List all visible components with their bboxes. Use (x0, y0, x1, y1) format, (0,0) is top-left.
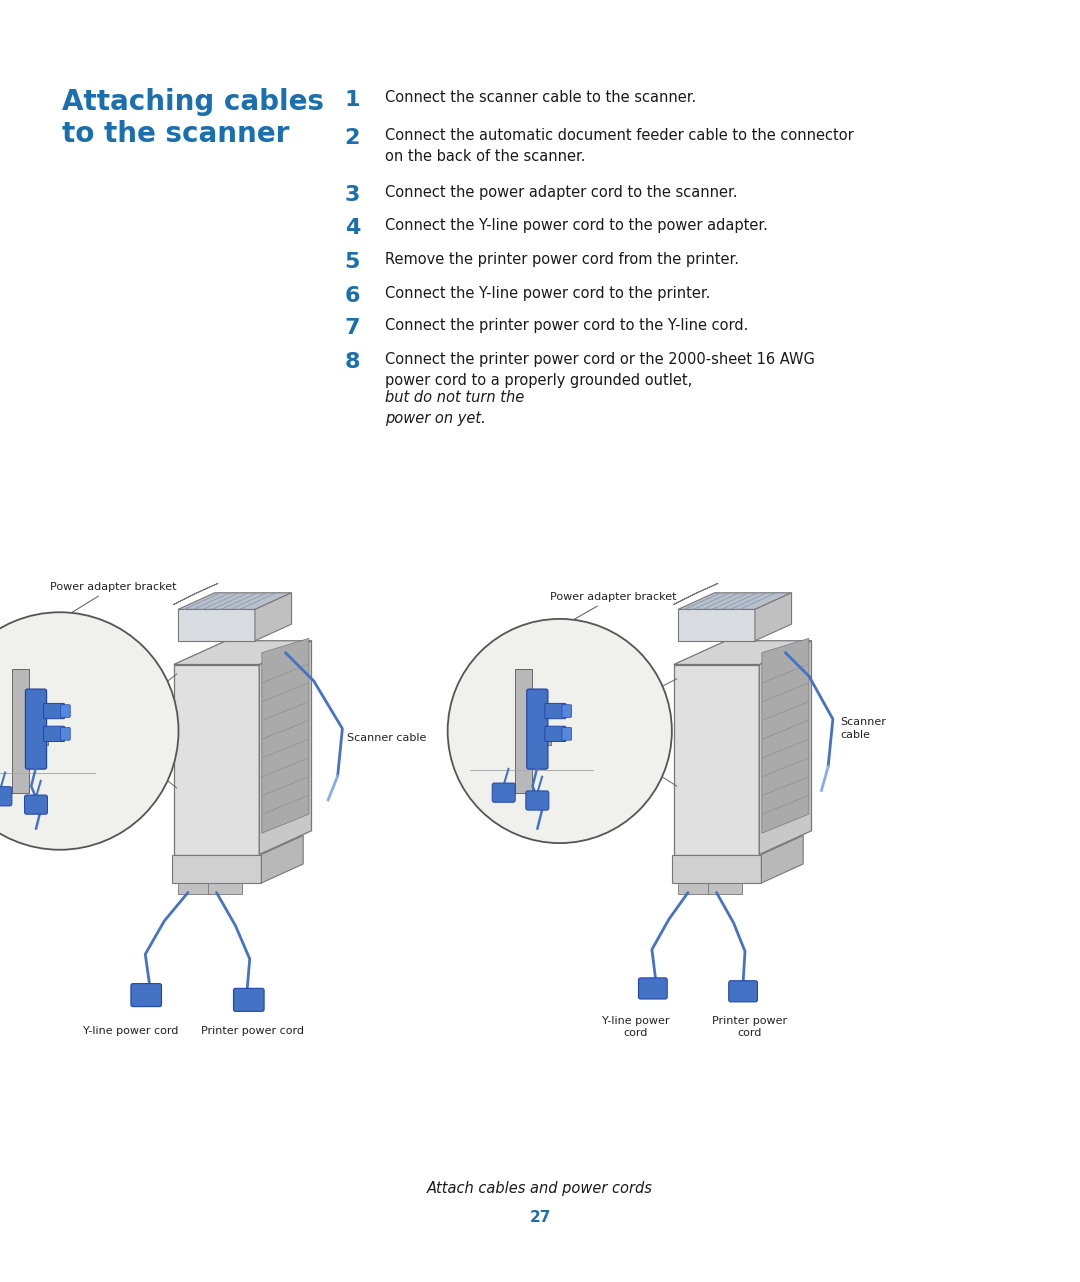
Text: Power adapter: Power adapter (545, 668, 646, 701)
Polygon shape (678, 609, 755, 641)
FancyBboxPatch shape (527, 690, 548, 769)
Text: Y-line power
cord: Y-line power cord (602, 1017, 670, 1038)
Polygon shape (761, 836, 804, 883)
FancyBboxPatch shape (562, 727, 571, 740)
FancyBboxPatch shape (0, 787, 12, 806)
Polygon shape (173, 583, 218, 605)
Text: Power adapter bracket: Power adapter bracket (528, 592, 676, 646)
Text: 8: 8 (345, 353, 360, 372)
Text: Printer power cord: Printer power cord (201, 1026, 305, 1036)
Polygon shape (678, 592, 792, 609)
Polygon shape (174, 664, 259, 855)
Text: Printer power
cord: Printer power cord (712, 1017, 787, 1038)
Text: Connect the Y-line power cord to the printer.: Connect the Y-line power cord to the pri… (384, 286, 711, 301)
Polygon shape (708, 883, 742, 895)
Text: Y-line power cord: Y-line power cord (83, 1026, 178, 1036)
FancyBboxPatch shape (492, 783, 515, 803)
Text: 1: 1 (345, 90, 360, 110)
FancyBboxPatch shape (638, 978, 667, 999)
Circle shape (447, 619, 672, 844)
FancyBboxPatch shape (60, 727, 70, 740)
Text: Connect the printer power cord or the 2000-sheet 16 AWG
power cord to a properly: Connect the printer power cord or the 20… (384, 353, 815, 388)
Polygon shape (172, 855, 261, 883)
FancyBboxPatch shape (43, 704, 65, 719)
Polygon shape (759, 641, 811, 855)
FancyBboxPatch shape (29, 733, 49, 745)
Polygon shape (255, 592, 292, 641)
Polygon shape (672, 855, 761, 883)
Text: Power adapter: Power adapter (44, 662, 146, 700)
FancyBboxPatch shape (43, 726, 65, 741)
Text: but do not turn the
power on yet.: but do not turn the power on yet. (384, 390, 524, 426)
Text: 2: 2 (345, 128, 360, 147)
Text: Scanner
cable: Scanner cable (840, 718, 887, 740)
Polygon shape (261, 836, 303, 883)
FancyBboxPatch shape (60, 705, 70, 718)
Text: 3: 3 (345, 185, 360, 205)
Polygon shape (673, 583, 718, 605)
FancyBboxPatch shape (729, 981, 757, 1001)
FancyBboxPatch shape (233, 988, 265, 1011)
Polygon shape (674, 664, 759, 855)
Text: 5: 5 (345, 253, 360, 272)
FancyBboxPatch shape (25, 795, 48, 814)
FancyBboxPatch shape (545, 704, 566, 719)
Polygon shape (259, 641, 311, 855)
Text: Remove the printer power cord from the printer.: Remove the printer power cord from the p… (384, 253, 739, 267)
Polygon shape (178, 883, 213, 895)
Circle shape (0, 613, 178, 850)
Polygon shape (174, 641, 311, 664)
Polygon shape (12, 669, 29, 792)
FancyBboxPatch shape (131, 983, 162, 1006)
Text: Connect the power adapter cord to the scanner.: Connect the power adapter cord to the sc… (384, 185, 738, 200)
Text: Attach cables and power cords: Attach cables and power cords (427, 1181, 653, 1196)
Polygon shape (761, 638, 809, 833)
Text: Scanner cable: Scanner cable (347, 733, 427, 744)
Text: Power adapter bracket: Power adapter bracket (27, 582, 176, 641)
Polygon shape (515, 669, 532, 792)
Polygon shape (208, 883, 242, 895)
Text: Attaching cables: Attaching cables (62, 88, 324, 115)
Text: 4: 4 (345, 218, 360, 238)
Text: Connect the scanner cable to the scanner.: Connect the scanner cable to the scanner… (384, 90, 697, 105)
Text: Connect the printer power cord to the Y-line cord.: Connect the printer power cord to the Y-… (384, 318, 748, 333)
Text: 7: 7 (345, 318, 360, 338)
Text: 27: 27 (529, 1210, 551, 1226)
Polygon shape (678, 883, 712, 895)
Text: 6: 6 (345, 286, 360, 306)
Polygon shape (755, 592, 792, 641)
Polygon shape (674, 641, 811, 664)
FancyBboxPatch shape (26, 690, 46, 769)
FancyBboxPatch shape (562, 705, 571, 718)
Polygon shape (178, 609, 255, 641)
Text: Connect the Y-line power cord to the power adapter.: Connect the Y-line power cord to the pow… (384, 218, 768, 233)
Text: to the scanner: to the scanner (62, 121, 289, 147)
FancyBboxPatch shape (532, 733, 551, 745)
FancyBboxPatch shape (545, 726, 566, 741)
FancyBboxPatch shape (526, 791, 549, 810)
Text: Connect the automatic document feeder cable to the connector
on the back of the : Connect the automatic document feeder ca… (384, 128, 854, 164)
Polygon shape (261, 638, 309, 833)
Polygon shape (178, 592, 292, 609)
